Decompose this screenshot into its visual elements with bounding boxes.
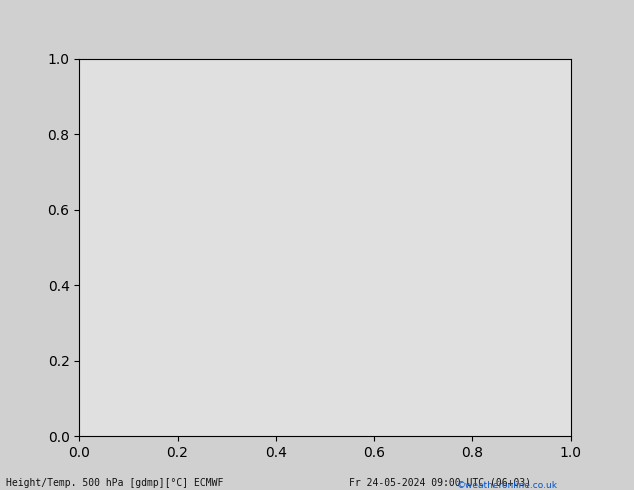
Text: Fr 24-05-2024 09:00 UTC (06+03): Fr 24-05-2024 09:00 UTC (06+03) xyxy=(349,478,531,488)
Text: ©weatheronline.co.uk: ©weatheronline.co.uk xyxy=(456,481,557,490)
Text: Height/Temp. 500 hPa [gdmp][°C] ECMWF: Height/Temp. 500 hPa [gdmp][°C] ECMWF xyxy=(6,478,224,488)
